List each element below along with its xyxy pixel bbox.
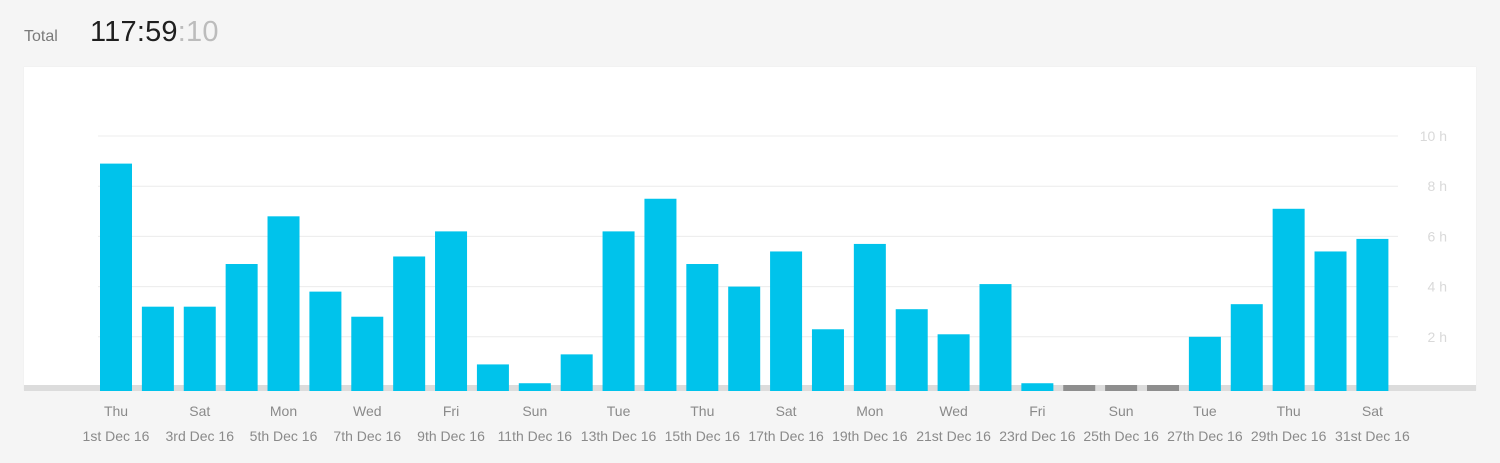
bar[interactable] bbox=[644, 198, 677, 391]
bar[interactable] bbox=[937, 334, 970, 391]
x-tick-day: Thu bbox=[104, 403, 128, 419]
y-tick-label: 8 h bbox=[1428, 178, 1447, 194]
x-tick-date: 13th Dec 16 bbox=[581, 428, 657, 444]
bar[interactable] bbox=[770, 251, 803, 391]
y-tick-label: 2 h bbox=[1428, 329, 1447, 345]
x-tick-day: Wed bbox=[353, 403, 382, 419]
x-tick-date: 29th Dec 16 bbox=[1251, 428, 1327, 444]
bar-empty[interactable] bbox=[1105, 385, 1138, 391]
x-tick-day: Sun bbox=[522, 403, 547, 419]
bar[interactable] bbox=[811, 329, 844, 391]
x-tick-date: 3rd Dec 16 bbox=[166, 428, 235, 444]
x-tick-date: 25th Dec 16 bbox=[1083, 428, 1159, 444]
x-tick-date: 11th Dec 16 bbox=[498, 428, 573, 444]
x-tick-day: Tue bbox=[1193, 403, 1217, 419]
bar[interactable] bbox=[1314, 251, 1347, 391]
bar[interactable] bbox=[1356, 238, 1389, 391]
x-tick-day: Wed bbox=[939, 403, 968, 419]
total-seconds: :10 bbox=[177, 16, 219, 48]
bar[interactable] bbox=[560, 354, 593, 391]
bar[interactable] bbox=[1272, 208, 1305, 391]
bar[interactable] bbox=[309, 291, 342, 391]
x-tick-day: Mon bbox=[856, 403, 883, 419]
total-label: Total bbox=[24, 28, 58, 45]
x-tick-day: Tue bbox=[607, 403, 631, 419]
bar[interactable] bbox=[476, 364, 509, 391]
bar-empty[interactable] bbox=[1063, 385, 1096, 391]
bar[interactable] bbox=[267, 216, 300, 391]
bar[interactable] bbox=[853, 243, 886, 391]
x-tick-date: 1st Dec 16 bbox=[83, 428, 150, 444]
x-tick-date: 5th Dec 16 bbox=[250, 428, 318, 444]
bar[interactable] bbox=[602, 231, 635, 391]
total-duration: 117:59:10 bbox=[90, 16, 219, 49]
x-tick-date: 21st Dec 16 bbox=[916, 428, 991, 444]
bar[interactable] bbox=[686, 264, 719, 391]
x-tick-date: 19th Dec 16 bbox=[832, 428, 908, 444]
bar[interactable] bbox=[518, 383, 551, 391]
y-tick-label: 6 h bbox=[1428, 228, 1447, 244]
bar[interactable] bbox=[435, 231, 468, 391]
bar[interactable] bbox=[728, 286, 761, 391]
x-tick-date: 23rd Dec 16 bbox=[999, 428, 1075, 444]
x-tick-date: 7th Dec 16 bbox=[333, 428, 401, 444]
bar[interactable] bbox=[225, 264, 258, 391]
y-tick-label: 10 h bbox=[1420, 128, 1447, 144]
x-tick-date: 27th Dec 16 bbox=[1167, 428, 1243, 444]
x-tick-date: 31st Dec 16 bbox=[1335, 428, 1410, 444]
bar[interactable] bbox=[393, 256, 426, 391]
x-tick-day: Thu bbox=[1277, 403, 1301, 419]
x-tick-day: Sun bbox=[1109, 403, 1134, 419]
bar[interactable] bbox=[1021, 383, 1054, 391]
bar[interactable] bbox=[100, 163, 132, 391]
x-tick-date: 17th Dec 16 bbox=[748, 428, 824, 444]
bar[interactable] bbox=[141, 306, 174, 391]
x-tick-day: Thu bbox=[690, 403, 714, 419]
x-tick-day: Fri bbox=[1029, 403, 1045, 419]
x-tick-day: Mon bbox=[270, 403, 297, 419]
total-hours-minutes: 117:59 bbox=[90, 16, 178, 48]
bar[interactable] bbox=[351, 316, 384, 391]
x-tick-date: 9th Dec 16 bbox=[417, 428, 485, 444]
x-tick-day: Sat bbox=[189, 403, 210, 419]
bar[interactable] bbox=[979, 284, 1012, 391]
bar-empty[interactable] bbox=[1147, 385, 1179, 391]
x-tick-day: Sat bbox=[1362, 403, 1383, 419]
y-tick-label: 4 h bbox=[1428, 279, 1447, 295]
bar[interactable] bbox=[183, 306, 216, 391]
x-tick-date: 15th Dec 16 bbox=[665, 428, 741, 444]
bar[interactable] bbox=[895, 309, 928, 391]
bar[interactable] bbox=[1230, 304, 1263, 391]
x-tick-day: Sat bbox=[776, 403, 797, 419]
x-tick-day: Fri bbox=[443, 403, 459, 419]
bar[interactable] bbox=[1188, 336, 1221, 391]
